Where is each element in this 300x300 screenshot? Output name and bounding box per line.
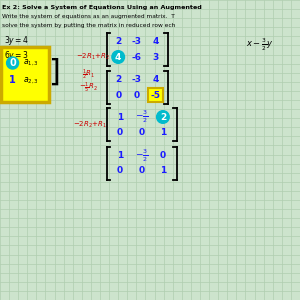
Text: 1: 1 — [160, 167, 166, 176]
Text: $-\frac{1}{5}R_2$: $-\frac{1}{5}R_2$ — [79, 80, 98, 95]
Text: 0: 0 — [9, 58, 16, 68]
Text: $\frac{1}{2}R_1$: $\frac{1}{2}R_1$ — [82, 68, 95, 82]
Text: $-2R_1{+}R_2$: $-2R_1{+}R_2$ — [76, 52, 110, 62]
Text: 1: 1 — [117, 151, 123, 160]
FancyBboxPatch shape — [1, 47, 49, 102]
Text: -3: -3 — [132, 75, 142, 84]
Text: 4: 4 — [152, 37, 159, 46]
Text: $3y = 4$: $3y = 4$ — [4, 34, 30, 47]
Text: 0: 0 — [138, 128, 144, 137]
Text: -6: -6 — [132, 52, 142, 62]
Text: $-2R_2{+}R_1$: $-2R_2{+}R_1$ — [73, 120, 106, 130]
Text: solve the system by putting the matrix in reduced row ech: solve the system by putting the matrix i… — [2, 23, 176, 28]
Text: 0: 0 — [117, 128, 123, 137]
Text: $-\frac{3}{2}$: $-\frac{3}{2}$ — [134, 109, 148, 125]
Text: $a_{1,3}$: $a_{1,3}$ — [23, 58, 39, 68]
Text: 0: 0 — [115, 91, 121, 100]
Circle shape — [157, 111, 169, 123]
Text: -5: -5 — [150, 91, 161, 100]
Text: ]: ] — [48, 57, 60, 86]
Text: 2: 2 — [115, 37, 121, 46]
Circle shape — [7, 57, 19, 69]
Circle shape — [112, 51, 124, 63]
Text: $6y = 3$: $6y = 3$ — [4, 49, 29, 62]
Text: 0: 0 — [117, 167, 123, 176]
Text: $-\frac{3}{2}$: $-\frac{3}{2}$ — [134, 147, 148, 164]
Text: $a_{2,3}$: $a_{2,3}$ — [23, 75, 39, 85]
Text: 1: 1 — [9, 75, 16, 85]
Text: 3: 3 — [152, 52, 158, 62]
Text: 4: 4 — [152, 75, 159, 84]
Text: 2: 2 — [160, 112, 166, 122]
FancyBboxPatch shape — [148, 88, 163, 102]
Text: 0: 0 — [134, 91, 140, 100]
Text: 1: 1 — [160, 128, 166, 137]
Text: Ex 2: Solve a System of Equations Using an Augmented: Ex 2: Solve a System of Equations Using … — [2, 4, 202, 10]
Text: 2: 2 — [115, 75, 121, 84]
Text: 0: 0 — [160, 151, 166, 160]
Text: $x - \frac{3}{2}y$: $x - \frac{3}{2}y$ — [246, 37, 273, 53]
Text: 1: 1 — [117, 112, 123, 122]
Text: Write the system of equations as an augmented matrix.  T: Write the system of equations as an augm… — [2, 14, 175, 20]
Text: -3: -3 — [132, 37, 142, 46]
Text: 4: 4 — [115, 52, 122, 62]
Text: 0: 0 — [138, 167, 144, 176]
